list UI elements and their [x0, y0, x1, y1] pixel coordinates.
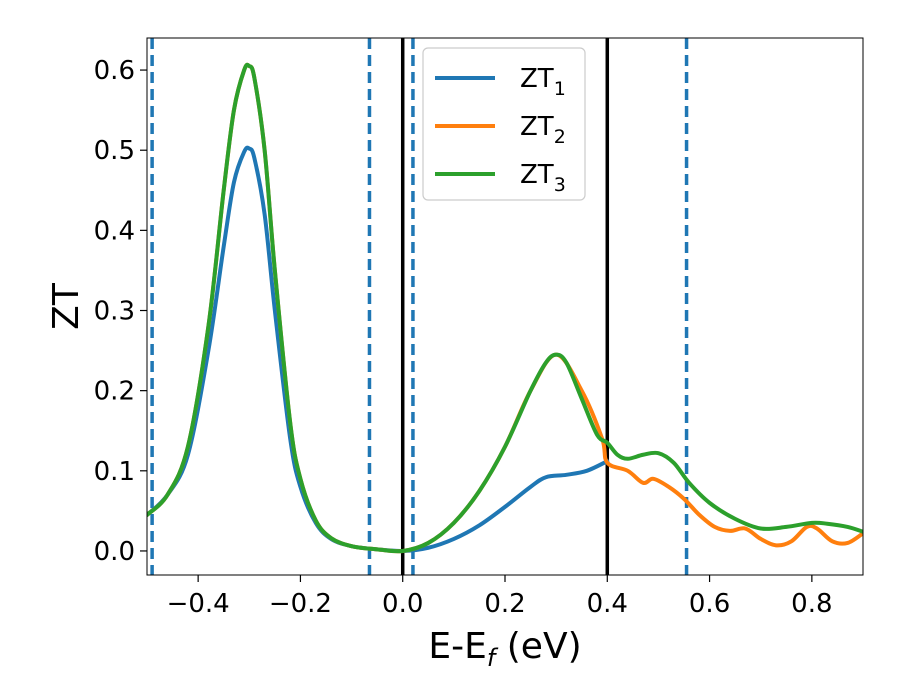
y-tick-label: 0.5	[94, 136, 135, 166]
legend-item-zt1: ZT1	[435, 64, 566, 100]
legend-item-zt2: ZT2	[435, 112, 566, 148]
y-axis: 0.0 0.1 0.2 0.3 0.4 0.5 0.6	[94, 56, 147, 567]
x-tick-label: 0.6	[689, 589, 730, 619]
series-line-zt3	[147, 62, 863, 554]
x-axis-label-main: E-E	[428, 626, 486, 667]
y-tick-label: 0.0	[94, 537, 135, 567]
legend-item-zt3: ZT3	[435, 160, 566, 196]
x-tick-label: 0.8	[791, 589, 832, 619]
x-tick-label: −0.4	[167, 589, 230, 619]
legend-label: ZT3	[520, 160, 566, 196]
x-axis-label-unit: (eV)	[495, 626, 581, 667]
legend-label: ZT1	[520, 64, 566, 100]
x-tick-label: −0.2	[269, 589, 332, 619]
y-tick-label: 0.6	[94, 56, 135, 86]
x-tick-label: 0.0	[382, 589, 423, 619]
legend-box	[422, 47, 586, 201]
series-layer	[147, 62, 863, 554]
legend-label: ZT2	[520, 112, 566, 148]
y-tick-label: 0.3	[94, 297, 135, 327]
legend: ZT1 ZT2 ZT3	[422, 47, 586, 201]
y-tick-label: 0.2	[94, 377, 135, 407]
x-tick-label: 0.4	[587, 589, 628, 619]
y-tick-label: 0.1	[94, 457, 135, 487]
x-axis: −0.4 −0.2 0.0 0.2 0.4 0.6 0.8	[167, 575, 833, 619]
y-tick-label: 0.4	[94, 216, 135, 246]
y-axis-label: ZT	[46, 282, 87, 330]
x-axis-label: E-Ef (eV)	[428, 626, 581, 672]
series-line-zt1	[147, 145, 610, 553]
vertical-reference-lines	[150, 38, 689, 575]
x-tick-label: 0.2	[484, 589, 525, 619]
